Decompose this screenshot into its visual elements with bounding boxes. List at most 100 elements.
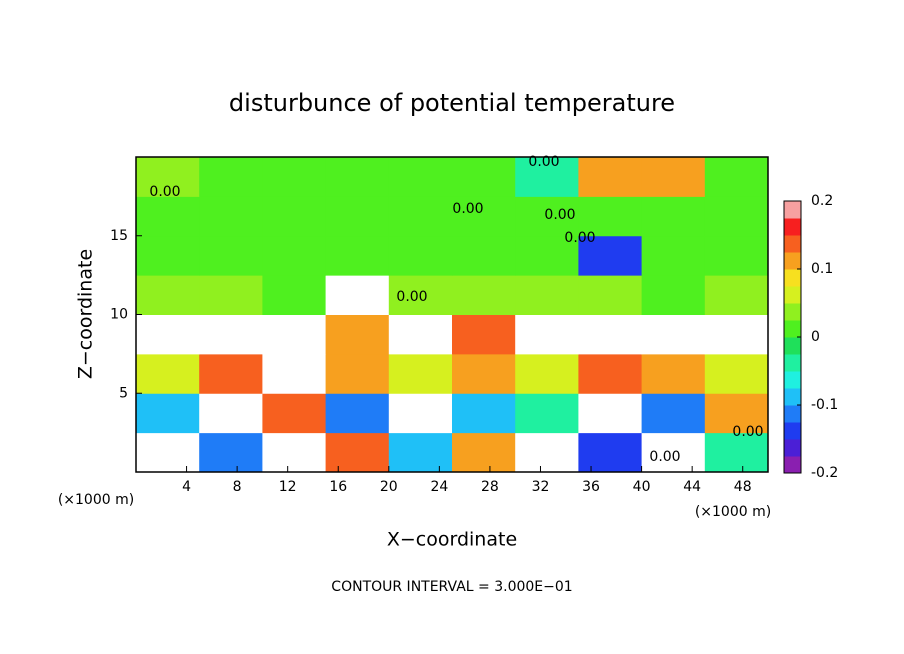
x-tick-label: 16 xyxy=(329,479,347,495)
heat-cell xyxy=(199,314,263,355)
x-tick-label: 24 xyxy=(430,479,448,495)
contour-label: 0.00 xyxy=(544,207,575,223)
colorbar-tick-label: -0.2 xyxy=(811,465,838,481)
heat-cell xyxy=(578,393,643,434)
heat-cell xyxy=(452,314,516,355)
heat-cell xyxy=(136,275,200,315)
heat-cell xyxy=(452,275,516,315)
heat-cell xyxy=(388,157,453,197)
y-axis-label: Z−coordinate xyxy=(75,249,97,379)
heat-cell xyxy=(325,432,390,473)
heat-cell xyxy=(325,196,390,237)
colorbar-swatch xyxy=(784,201,801,219)
colorbar-swatch xyxy=(784,337,801,355)
heat-cell xyxy=(452,235,516,276)
colorbar-swatch xyxy=(784,303,801,321)
heat-cell xyxy=(515,432,579,473)
heat-cell xyxy=(578,432,643,473)
heat-cell xyxy=(704,275,769,315)
y-tick-label: 15 xyxy=(110,228,128,244)
heat-cell xyxy=(704,353,769,394)
heat-cell xyxy=(262,157,327,197)
heat-cell xyxy=(641,314,706,355)
heat-cell xyxy=(452,353,516,394)
heat-cell xyxy=(641,196,706,237)
colorbar-swatch xyxy=(784,320,801,338)
x-tick-label: 32 xyxy=(532,479,550,495)
heat-cell xyxy=(578,196,643,237)
heat-cell xyxy=(136,157,200,197)
contour-label: 0.00 xyxy=(149,184,180,200)
colorbar-tick-label: 0 xyxy=(811,329,820,345)
colorbar-swatch xyxy=(784,371,801,389)
heat-cell xyxy=(452,393,516,434)
heat-cell xyxy=(704,393,769,434)
heat-cell xyxy=(136,314,200,355)
heat-cell xyxy=(704,157,769,197)
heat-cell xyxy=(641,157,706,197)
heat-cell xyxy=(325,275,390,315)
heat-cell xyxy=(262,393,327,434)
colorbar-tick-label: -0.1 xyxy=(811,397,838,413)
x-tick-label: 44 xyxy=(683,479,701,495)
heat-cell xyxy=(262,196,327,237)
heat-cell xyxy=(578,353,643,394)
heat-cell xyxy=(704,235,769,276)
heat-cell xyxy=(262,314,327,355)
heat-cell xyxy=(325,314,390,355)
heat-cell xyxy=(388,235,453,276)
x-tick-label: 36 xyxy=(582,479,600,495)
heat-cell xyxy=(325,393,390,434)
heat-cell xyxy=(262,353,327,394)
heat-cell xyxy=(199,275,263,315)
heat-cell xyxy=(388,353,453,394)
heat-cell xyxy=(136,353,200,394)
heat-cell xyxy=(452,432,516,473)
x-tick-label: 40 xyxy=(633,479,651,495)
heat-cell xyxy=(452,196,516,237)
colorbar-swatch xyxy=(784,286,801,304)
heat-cell xyxy=(136,196,200,237)
heat-cell xyxy=(578,314,643,355)
heat-cell xyxy=(262,235,327,276)
heat-cell xyxy=(325,353,390,394)
contour-label: 0.00 xyxy=(732,424,763,440)
heat-cell xyxy=(515,353,579,394)
heat-cell xyxy=(515,235,579,276)
colorbar-swatch xyxy=(784,388,801,406)
heat-cell xyxy=(199,393,263,434)
x-unit: (×1000 m) xyxy=(58,492,134,508)
heat-cell xyxy=(515,314,579,355)
heat-cell xyxy=(641,353,706,394)
heat-cell xyxy=(136,235,200,276)
heat-cell xyxy=(515,196,579,237)
heat-cell xyxy=(641,432,706,473)
heat-cell xyxy=(262,275,327,315)
contour-label: 0.00 xyxy=(528,154,559,170)
heat-cell xyxy=(641,275,706,315)
heat-cell xyxy=(199,196,263,237)
heat-cell xyxy=(199,157,263,197)
x-tick-label: 20 xyxy=(380,479,398,495)
contour-label: 0.00 xyxy=(564,230,595,246)
colorbar-swatch xyxy=(784,218,801,236)
heat-cell xyxy=(136,393,200,434)
colorbar-swatch xyxy=(784,252,801,270)
chart-title: disturbunce of potential temperature xyxy=(229,89,675,117)
colorbar-swatch xyxy=(784,235,801,253)
heat-cell xyxy=(578,275,643,315)
x-tick-label: 12 xyxy=(279,479,297,495)
x-tick-label: 4 xyxy=(182,479,191,495)
x-tick-label: 48 xyxy=(734,479,752,495)
x-unit: (×1000 m) xyxy=(695,504,771,520)
colorbar-swatch xyxy=(784,422,801,440)
heat-cell xyxy=(388,432,453,473)
x-axis-label: X−coordinate xyxy=(387,529,517,551)
x-tick-label: 28 xyxy=(481,479,499,495)
heat-cell xyxy=(262,432,327,473)
heat-cell xyxy=(388,196,453,237)
heat-cell xyxy=(515,275,579,315)
footnote: CONTOUR INTERVAL = 3.000E−01 xyxy=(331,579,572,595)
colorbar-swatch xyxy=(784,269,801,287)
